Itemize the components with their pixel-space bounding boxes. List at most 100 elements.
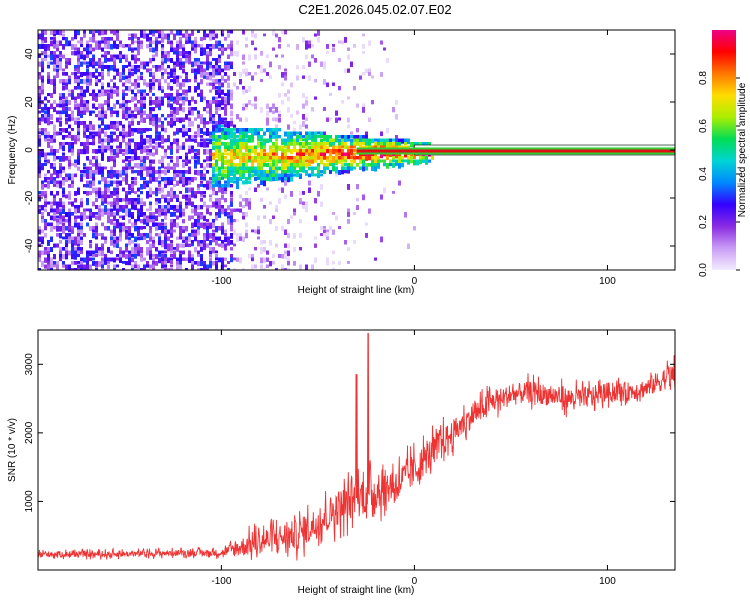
spectrogram-cell <box>101 156 104 161</box>
spectrogram-cell <box>47 107 50 113</box>
spectrogram-cell <box>113 236 116 241</box>
spectrogram-cell <box>107 145 110 151</box>
spectrogram-cell <box>128 44 131 50</box>
spectrogram-cell <box>197 250 200 255</box>
spectrogram-cell <box>251 229 254 233</box>
spectrogram-cell <box>101 152 104 159</box>
spectrogram-cell <box>59 215 62 219</box>
spectrogram-cell <box>299 156 302 161</box>
spectrogram-cell <box>149 135 152 141</box>
spectrogram-cell <box>248 201 251 208</box>
spectrogram-cell <box>47 61 50 67</box>
spectrogram-cell <box>218 201 221 207</box>
spectrogram-cell <box>119 254 122 260</box>
spectrogram-cell <box>50 215 53 221</box>
spectrogram-cell <box>209 110 212 115</box>
spectrogram-cell <box>320 131 323 136</box>
spectrogram-cell <box>272 142 275 147</box>
spectrogram-cell <box>224 233 227 237</box>
spectrogram-cell <box>119 72 122 76</box>
spectrogram-cell <box>83 89 86 95</box>
spectrogram-cell <box>71 254 74 260</box>
spectrogram-cell <box>92 149 95 154</box>
spectrogram-cell <box>359 138 362 145</box>
spectrogram-cell <box>323 131 326 137</box>
spectrogram-cell <box>173 205 176 210</box>
spectrogram-cell <box>215 236 218 242</box>
spectrogram-cell <box>149 212 152 218</box>
spectrogram-cell <box>242 180 245 185</box>
spectrogram-cell <box>86 124 89 131</box>
spectrogram-cell <box>161 229 164 234</box>
spectrogram-cell <box>251 156 254 160</box>
spectrogram-cell <box>92 226 95 231</box>
spectrogram-cell <box>113 103 116 110</box>
spectrogram-cell <box>206 110 209 114</box>
spectrogram-cell <box>353 135 356 139</box>
spectrogram-cell <box>419 142 422 146</box>
spectrogram-cell <box>65 142 68 145</box>
spectrogram-cell <box>296 131 299 135</box>
spectrogram-cell <box>59 30 62 36</box>
spectrogram-cell <box>128 149 131 155</box>
spectrogram-cell <box>185 96 188 102</box>
spectrogram-cell <box>245 145 248 150</box>
spectrogram-cell <box>137 75 140 81</box>
spectrogram-cell <box>278 37 281 43</box>
spectrogram-cell <box>410 156 413 160</box>
spectrogram-cell <box>77 208 80 214</box>
spectrogram-cell <box>65 212 68 218</box>
spectrogram-cell <box>122 75 125 81</box>
spectrogram-cell <box>227 75 230 81</box>
spectrogram-cell <box>203 201 206 208</box>
spectrogram-cell <box>278 156 281 161</box>
spectrogram-cell <box>254 152 257 156</box>
spectrogram-cell <box>152 219 155 224</box>
spectrogram-cell <box>281 72 284 78</box>
spectrogram-cell <box>221 124 224 128</box>
spectrogram-cell <box>155 68 158 72</box>
spectrogram-cell <box>119 180 122 186</box>
spectrogram-cell <box>53 86 56 91</box>
spectrogram-cell <box>53 68 56 72</box>
spectrogram-cell <box>152 54 155 59</box>
spectrogram-cell <box>386 138 389 143</box>
spectrogram-cell <box>92 261 95 266</box>
spectrogram-cell <box>209 44 212 47</box>
spectrogram-cell <box>140 170 143 176</box>
spectrogram-cell <box>257 226 260 230</box>
spectrogram-cell <box>101 208 104 214</box>
spectrogram-cell <box>56 72 59 78</box>
spectrogram-cell <box>188 254 191 259</box>
spectrogram-cell <box>266 170 269 174</box>
spectrogram-cell <box>179 236 182 240</box>
spectrogram-cell <box>95 222 98 228</box>
spectrogram-cell <box>344 170 347 174</box>
spectrogram-cell <box>119 142 122 146</box>
spectrogram-cell <box>137 82 140 88</box>
spectrogram-cell <box>206 65 209 71</box>
spectrogram-cell <box>248 152 251 159</box>
spectrogram-cell <box>302 170 305 173</box>
spectrogram-cell <box>293 261 296 266</box>
spectrogram-cell <box>230 233 233 239</box>
spectrogram-cell <box>149 180 152 184</box>
spectrogram-cell <box>317 149 320 155</box>
spectrogram-cell <box>143 117 146 123</box>
spectrogram-cell <box>116 110 119 114</box>
spectrogram-cell <box>116 264 119 268</box>
spectrogram-cell <box>194 58 197 63</box>
spectrogram-cell <box>41 37 44 41</box>
spectrogram-cell <box>194 247 197 253</box>
spectrogram-cell <box>107 124 110 130</box>
spectrogram-cell <box>221 51 224 56</box>
spectrogram-cell <box>149 37 152 42</box>
spectrogram-cell <box>365 166 368 171</box>
spectrogram-cell <box>158 205 161 210</box>
spectrogram-cell <box>209 257 212 262</box>
spectrogram-cell <box>167 51 170 55</box>
spectrogram-cell <box>317 152 320 158</box>
spectrogram-cell <box>362 156 365 160</box>
spectrogram-cell <box>74 219 77 223</box>
